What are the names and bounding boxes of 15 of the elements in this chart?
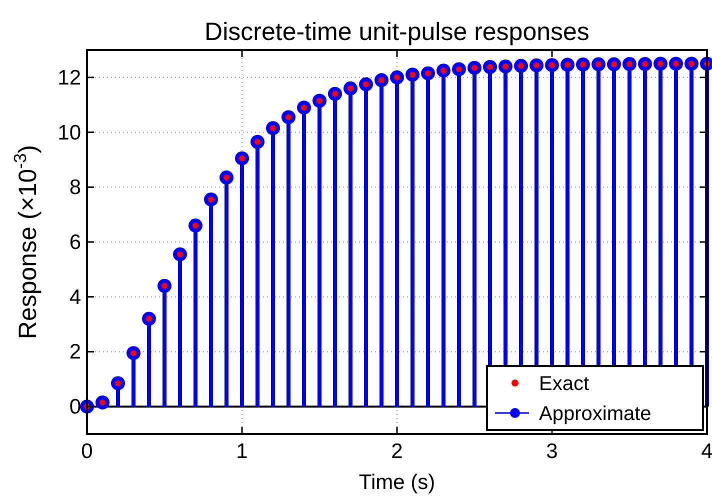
y-tick-label: 4 bbox=[69, 286, 82, 309]
x-tick-label: 1 bbox=[236, 440, 248, 463]
y-tick-label: 0 bbox=[69, 396, 81, 419]
x-axis-title: Time (s) bbox=[358, 471, 436, 494]
y-tick-label: 12 bbox=[58, 66, 81, 90]
y-tick-label: 10 bbox=[58, 121, 81, 144]
y-tick-label: 2 bbox=[69, 340, 81, 364]
legend-label: Exact bbox=[539, 373, 590, 395]
y-tick-label: 6 bbox=[69, 231, 81, 254]
legend-label: Approximate bbox=[539, 403, 652, 425]
chart-title: Discrete-time unit-pulse responses bbox=[204, 18, 590, 46]
x-tick-label: 3 bbox=[546, 440, 558, 463]
y-tick-label: 8 bbox=[69, 176, 81, 200]
x-tick-label: 4 bbox=[701, 440, 712, 463]
x-tick-label: 2 bbox=[391, 440, 403, 463]
